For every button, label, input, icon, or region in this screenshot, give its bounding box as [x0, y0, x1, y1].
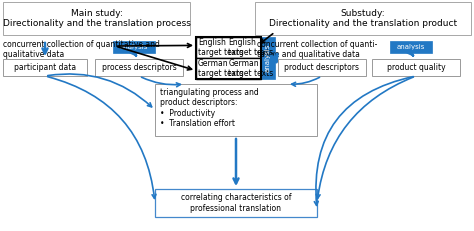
Text: Main study:
Directionality and the translation process: Main study: Directionality and the trans… [2, 9, 191, 28]
Text: concurrent collection of quantitative and
qualitative data: concurrent collection of quantitative an… [3, 40, 160, 59]
FancyBboxPatch shape [372, 59, 460, 76]
Text: German
target texts: German target texts [228, 59, 274, 78]
FancyBboxPatch shape [390, 41, 432, 53]
Text: English
target texts: English target texts [228, 38, 274, 57]
FancyBboxPatch shape [3, 2, 190, 35]
Text: German
target texts: German target texts [198, 59, 243, 78]
Text: analysis: analysis [265, 44, 271, 72]
FancyBboxPatch shape [3, 59, 87, 76]
FancyBboxPatch shape [95, 59, 183, 76]
Text: analysis: analysis [397, 44, 425, 50]
FancyBboxPatch shape [196, 58, 261, 79]
Text: process descriptors: process descriptors [101, 63, 176, 72]
FancyBboxPatch shape [155, 84, 317, 136]
Text: English
target texts: English target texts [198, 38, 243, 57]
FancyBboxPatch shape [196, 37, 261, 58]
FancyBboxPatch shape [261, 37, 275, 79]
Text: Substudy:
Directionality and the translation product: Substudy: Directionality and the transla… [269, 9, 457, 28]
FancyBboxPatch shape [255, 2, 471, 35]
Text: analysis: analysis [120, 44, 148, 50]
Text: product descriptors: product descriptors [284, 63, 359, 72]
Text: participant data: participant data [14, 63, 76, 72]
Text: triangulating process and
product descriptors:
•  Productivity
•  Translation ef: triangulating process and product descri… [160, 88, 259, 128]
Text: product quality: product quality [387, 63, 445, 72]
FancyBboxPatch shape [278, 59, 366, 76]
Text: concurrent collection of quanti-
tative and qualitative data: concurrent collection of quanti- tative … [257, 40, 377, 59]
FancyBboxPatch shape [113, 41, 155, 53]
Text: correlating characteristics of
professional translation: correlating characteristics of professio… [181, 193, 291, 213]
FancyBboxPatch shape [155, 189, 317, 217]
